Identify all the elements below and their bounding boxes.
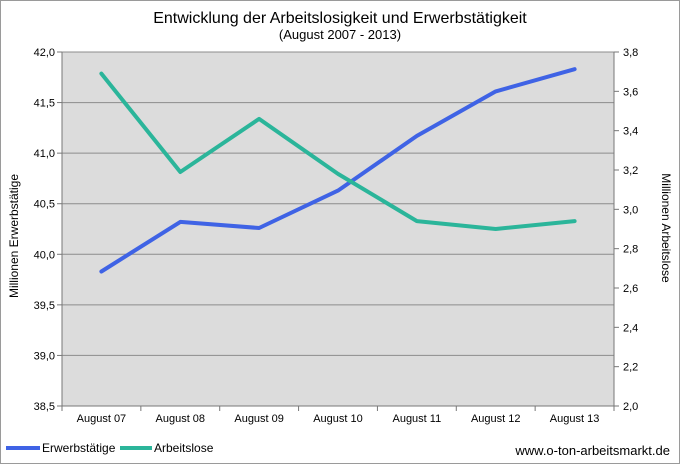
tick-labels: 38,5 39,0 39,5 40,0 40,5 41,0 41,5 42,0 2,0 2,2 2,…: [34, 47, 639, 425]
y-left-tick-label: 39,0: [34, 350, 55, 362]
x-tick-label: August 10: [313, 413, 363, 425]
y-left-tick-label: 41,0: [34, 148, 55, 160]
gridlines: [62, 51, 614, 356]
series-lines: [99, 67, 577, 274]
y-left-axis-label: Millionen Erwerbstätige: [7, 174, 21, 298]
series-line-arbeitslose: [99, 71, 577, 231]
y-left-tick-label: 41,5: [34, 98, 55, 110]
legend-label-arbeitslose: Arbeitslose: [154, 441, 214, 455]
source-url: www.o-ton-arbeitsmarkt.de: [514, 443, 670, 458]
y-left-tick-label: 40,5: [34, 199, 55, 211]
chart-title: Entwicklung der Arbeitslosigkeit und Erw…: [153, 10, 527, 27]
chart-subtitle: (August 2007 - 2013): [279, 27, 401, 42]
x-tick-label: August 09: [234, 413, 284, 425]
x-tick-label: August 11: [392, 413, 441, 425]
axes: [57, 51, 619, 411]
y-right-tick-label: 2,6: [623, 283, 638, 295]
x-tick-label: August 08: [156, 413, 206, 425]
y-left-tick-label: 38,5: [34, 401, 55, 413]
x-tick-label: August 12: [471, 413, 521, 425]
y-right-tick-label: 2,8: [623, 244, 638, 256]
series-line-erwerbstaetige: [99, 67, 577, 274]
y-right-tick-label: 3,2: [623, 165, 638, 177]
y-left-tick-label: 39,5: [34, 300, 55, 312]
y-right-axis-label: Millionen Arbeitslose: [659, 173, 673, 283]
y-left-tick-label: 42,0: [34, 47, 55, 59]
legend: Erwerbstätige Arbeitslose: [6, 441, 214, 455]
x-tick-label: August 13: [550, 413, 600, 425]
y-right-tick-label: 3,4: [623, 126, 638, 138]
y-right-tick-label: 2,2: [623, 362, 638, 374]
legend-label-erwerbstaetige: Erwerbstätige: [42, 441, 116, 455]
x-tick-label: August 07: [77, 413, 127, 425]
y-right-tick-label: 2,4: [623, 322, 638, 334]
y-right-tick-label: 3,0: [623, 204, 638, 216]
y-right-tick-label: 3,6: [623, 86, 638, 98]
y-right-tick-label: 3,8: [623, 47, 638, 59]
y-left-tick-label: 40,0: [34, 249, 55, 261]
plot-area: [62, 52, 614, 406]
y-right-tick-label: 2,0: [623, 401, 638, 413]
